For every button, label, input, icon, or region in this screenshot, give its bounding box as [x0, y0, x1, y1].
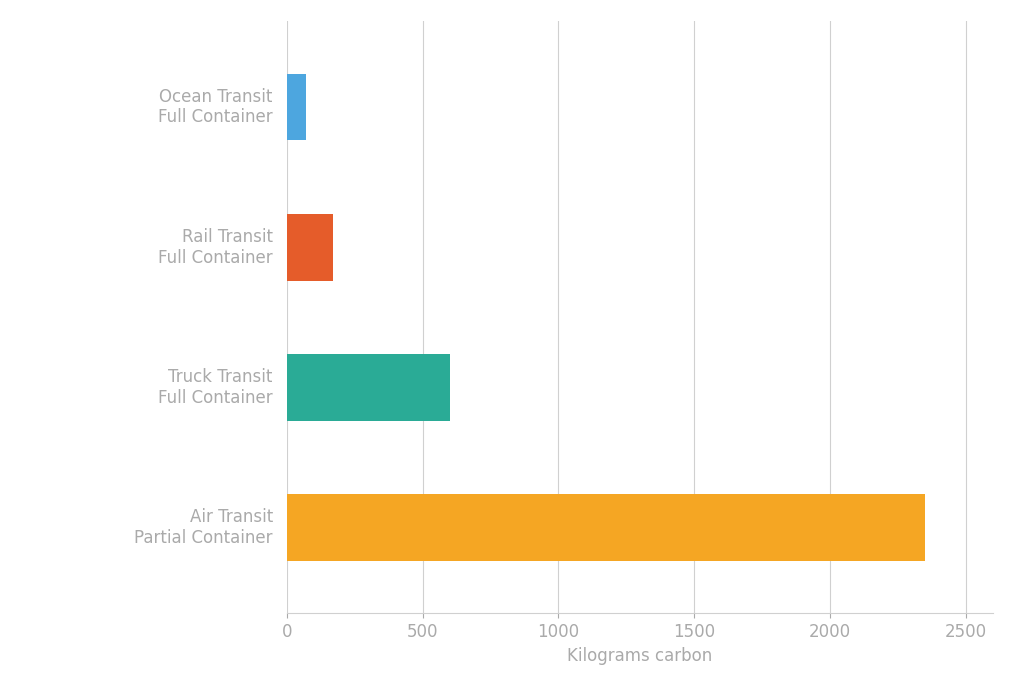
Bar: [287, 493, 926, 560]
Bar: [287, 214, 333, 280]
Bar: [287, 74, 306, 141]
X-axis label: Kilograms carbon: Kilograms carbon: [567, 647, 713, 665]
Bar: [287, 354, 450, 420]
